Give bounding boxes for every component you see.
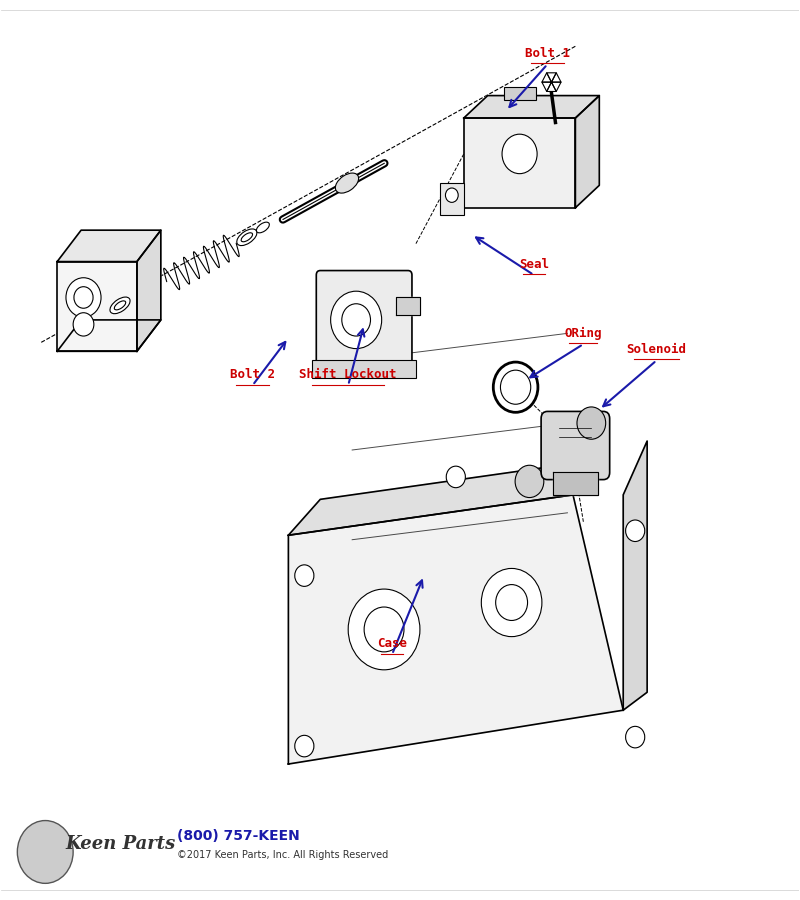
Polygon shape: [57, 262, 137, 351]
Circle shape: [446, 188, 458, 202]
Polygon shape: [464, 95, 599, 118]
Polygon shape: [288, 459, 605, 536]
Circle shape: [494, 362, 538, 412]
Text: Bolt 1: Bolt 1: [525, 47, 570, 59]
Circle shape: [294, 565, 314, 587]
Text: Shift Lockout: Shift Lockout: [299, 368, 397, 381]
Text: Case: Case: [377, 637, 407, 650]
FancyArrowPatch shape: [603, 362, 654, 406]
Polygon shape: [57, 320, 161, 351]
Text: ORing: ORing: [565, 327, 602, 339]
Text: (800) 757-KEEN: (800) 757-KEEN: [177, 829, 299, 843]
Circle shape: [501, 370, 530, 404]
Text: Bolt 2: Bolt 2: [230, 368, 275, 381]
Circle shape: [330, 292, 382, 348]
Circle shape: [626, 520, 645, 542]
FancyBboxPatch shape: [316, 271, 412, 369]
FancyArrowPatch shape: [349, 329, 364, 382]
Text: Keen Parts: Keen Parts: [65, 835, 175, 853]
FancyArrowPatch shape: [393, 580, 422, 652]
Circle shape: [348, 590, 420, 670]
FancyArrowPatch shape: [530, 346, 581, 377]
FancyArrowPatch shape: [254, 342, 286, 383]
Polygon shape: [553, 472, 598, 495]
Circle shape: [18, 821, 73, 884]
Bar: [504, 86, 535, 100]
Text: ©2017 Keen Parts, Inc. All Rights Reserved: ©2017 Keen Parts, Inc. All Rights Reserv…: [177, 850, 388, 860]
Circle shape: [482, 569, 542, 636]
FancyArrowPatch shape: [476, 238, 532, 274]
Polygon shape: [464, 118, 575, 208]
Circle shape: [515, 465, 544, 498]
Circle shape: [502, 134, 537, 174]
Text: Seal: Seal: [519, 257, 549, 271]
Ellipse shape: [257, 222, 270, 233]
FancyArrowPatch shape: [510, 67, 546, 107]
Text: Solenoid: Solenoid: [626, 343, 686, 356]
Bar: [312, 360, 416, 378]
Circle shape: [496, 585, 527, 620]
Polygon shape: [137, 230, 161, 351]
Polygon shape: [575, 95, 599, 208]
Circle shape: [74, 287, 93, 308]
Ellipse shape: [335, 173, 358, 194]
Circle shape: [73, 312, 94, 336]
Ellipse shape: [237, 229, 257, 246]
Polygon shape: [396, 298, 420, 315]
Circle shape: [364, 607, 404, 652]
Circle shape: [626, 726, 645, 748]
Ellipse shape: [114, 301, 126, 310]
Circle shape: [342, 304, 370, 336]
Ellipse shape: [241, 233, 253, 242]
Ellipse shape: [110, 297, 130, 314]
Circle shape: [446, 466, 466, 488]
Bar: [440, 183, 464, 215]
Polygon shape: [57, 230, 161, 262]
Circle shape: [66, 278, 101, 317]
FancyBboxPatch shape: [541, 411, 610, 480]
Circle shape: [577, 407, 606, 439]
Polygon shape: [288, 495, 623, 764]
Circle shape: [294, 735, 314, 757]
Polygon shape: [623, 441, 647, 710]
